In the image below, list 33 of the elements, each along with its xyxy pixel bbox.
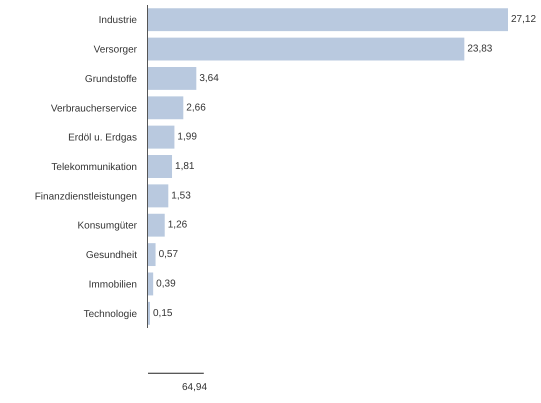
bar [148, 214, 165, 237]
y-tick-label: Gesundheit [86, 250, 138, 262]
bar [148, 96, 184, 120]
bar [148, 272, 154, 296]
y-tick-label: Verbraucherservice [50, 103, 138, 114]
data-label: 3,64 [199, 72, 220, 84]
bar [148, 126, 174, 149]
y-tick-label: Konsumgüter [78, 220, 138, 232]
data-label: 1,99 [177, 132, 198, 143]
y-tick-label: Finanzdienstleistungen [34, 191, 137, 202]
data-label: 0,57 [158, 249, 178, 260]
data-label: 1,53 [171, 190, 192, 202]
y-tick-label: Erdöl u. Erdgas [68, 132, 137, 144]
y-tick-label: Immobilien [88, 279, 137, 290]
text: 64,94 [182, 382, 208, 393]
y-tick-label: Technologie [84, 308, 138, 320]
y-tick-label: Industrie [98, 15, 138, 26]
bar [148, 243, 156, 266]
data-label: 27,12 [511, 14, 536, 26]
y-tick-label: Grundstoffe [84, 74, 138, 85]
data-label: 2,66 [186, 102, 206, 114]
data-label: 0,39 [156, 278, 176, 290]
bar [148, 38, 464, 60]
bar [148, 184, 168, 208]
bar [148, 66, 196, 90]
data-label: 1,81 [175, 161, 195, 172]
y-tick-label: Telekommunikation [51, 162, 137, 173]
bar [148, 155, 172, 178]
data-label: 0,15 [153, 308, 173, 319]
data-label: 23,83 [467, 44, 493, 55]
y-tick-label: Versorger [94, 44, 138, 56]
data-label: 1,26 [168, 220, 188, 231]
bar [148, 8, 508, 32]
